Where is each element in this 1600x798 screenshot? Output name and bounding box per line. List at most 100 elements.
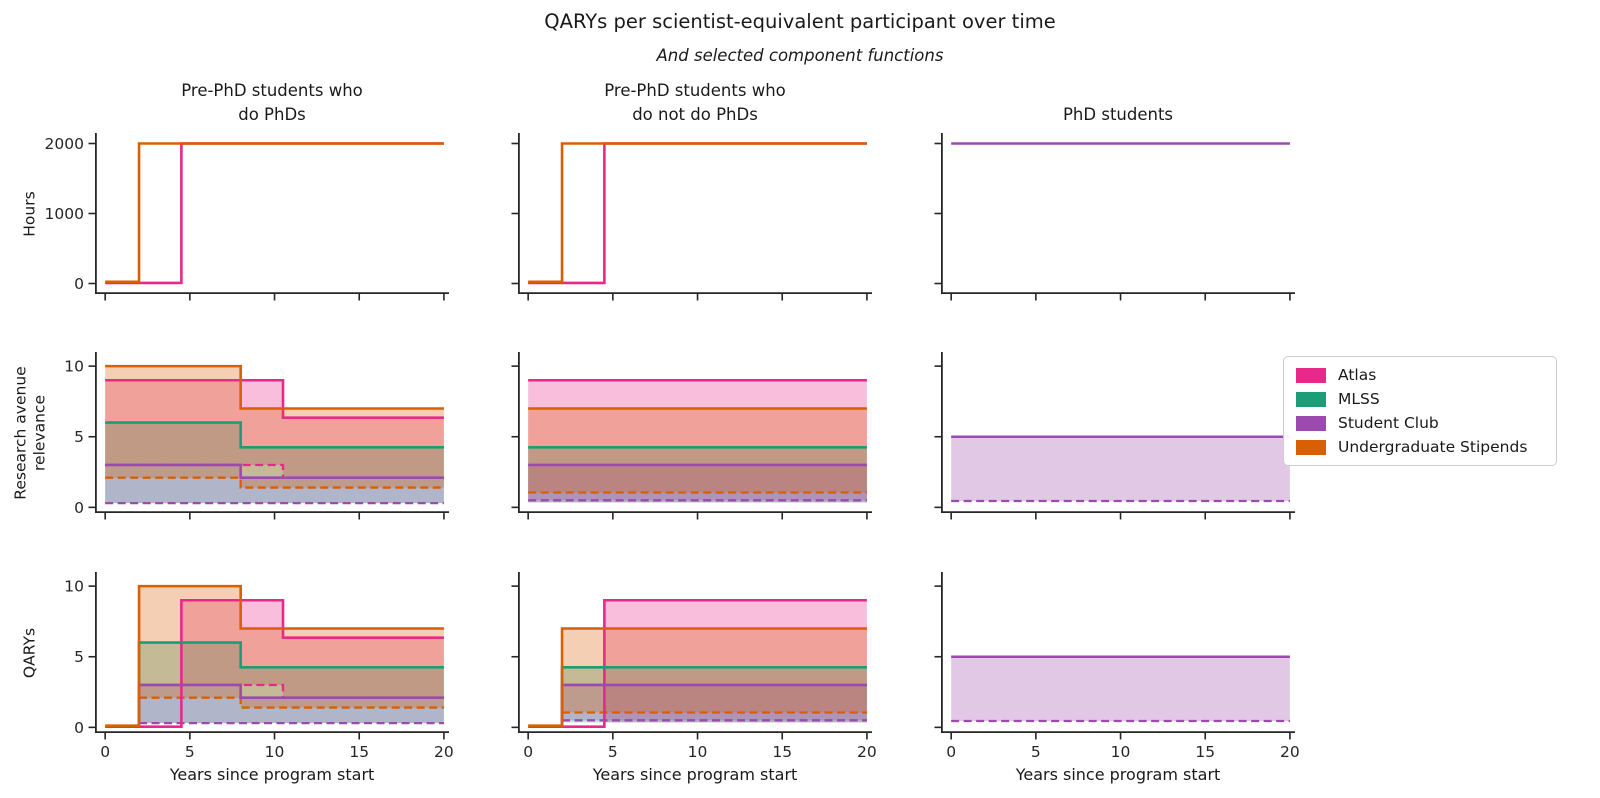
y-tick-label: 10 <box>64 358 84 376</box>
area-fill-club <box>951 656 1290 721</box>
area-fill-atlas <box>604 600 867 723</box>
solid-line-atlas <box>105 142 444 285</box>
legend-label-stipends: Undergraduate Stipends <box>1338 438 1528 456</box>
column-title-line: do not do PhDs <box>632 104 758 124</box>
area-fill-club <box>951 436 1290 501</box>
solid-line-mlss <box>105 421 444 449</box>
area-fill-mlss <box>562 667 867 723</box>
y-axis-label-line: Hours <box>20 190 39 237</box>
x-tick-label: 15 <box>349 743 369 761</box>
legend-box: Atlas MLSS Student Club Undergraduate St… <box>1283 356 1557 466</box>
x-tick-label: 15 <box>1195 743 1215 761</box>
subplot-canvas: 0 1000 2000 <box>45 133 449 301</box>
x-tick-label: 10 <box>688 743 708 761</box>
solid-line-stipends <box>105 142 444 284</box>
subplot-r1-c2 <box>934 352 1295 520</box>
y-tick-label: 0 <box>74 719 84 737</box>
x-tick-label: 10 <box>265 743 285 761</box>
area-fill-stipends <box>528 408 867 493</box>
subplot-r2-c1: 0 5 10 15 20 <box>511 572 877 761</box>
area-fill-atlas <box>181 600 444 698</box>
x-tick-label: 5 <box>1031 743 1041 761</box>
y-axis-label-row-2: QARYs <box>8 572 52 733</box>
figure-title: QARYs per scientist-equivalent participa… <box>544 10 1056 33</box>
x-tick-label: 20 <box>434 743 454 761</box>
x-tick-label: 15 <box>772 743 792 761</box>
legend-swatch-mlss <box>1296 391 1326 407</box>
area-fill-stipends <box>105 366 444 488</box>
y-tick-label: 5 <box>74 428 84 446</box>
y-axis-label-row-1: Research avenue relevance <box>8 352 52 513</box>
y-tick-label: 1000 <box>45 205 84 223</box>
subplot-r1-c0: 0 5 10 <box>64 352 449 520</box>
legend-swatch-stipends <box>1296 439 1326 455</box>
y-tick-label: 2000 <box>45 135 84 153</box>
legend-item-atlas: Atlas <box>1296 366 1544 384</box>
x-axis-label-col-2: Years since program start <box>1015 765 1221 784</box>
x-tick-label: 0 <box>946 743 956 761</box>
x-tick-label: 5 <box>185 743 195 761</box>
y-tick-label: 5 <box>74 648 84 666</box>
area-fill-atlas <box>528 380 867 503</box>
legend-item-stipends: Undergraduate Stipends <box>1296 438 1544 456</box>
area-fill-stipends <box>562 628 867 713</box>
column-title-line: do PhDs <box>238 104 306 124</box>
solid-line-stipends <box>105 584 444 727</box>
legend-item-mlss: MLSS <box>1296 390 1544 408</box>
dashed-line-stipends <box>139 696 444 709</box>
dashed-line-stipends <box>105 476 444 489</box>
subplot-canvas: 0 5 10 15 20 0 5 10 <box>64 572 454 761</box>
solid-line-club <box>105 463 444 479</box>
solid-line-atlas <box>528 598 867 728</box>
legend-label-atlas: Atlas <box>1338 366 1377 384</box>
subplot-canvas <box>511 133 872 301</box>
solid-line-stipends <box>105 364 444 410</box>
x-tick-label: 0 <box>100 743 110 761</box>
subplot-r2-c0: 0 5 10 15 20 0 5 10 <box>64 572 454 761</box>
solid-line-stipends <box>528 627 867 727</box>
subplot-canvas: 0 5 10 15 20 <box>934 572 1300 761</box>
legend-item-club: Student Club <box>1296 414 1544 432</box>
y-axis-label-line: relevance <box>30 394 48 471</box>
subplot-r2-c2: 0 5 10 15 20 <box>934 572 1300 761</box>
y-tick-label: 10 <box>64 578 84 596</box>
column-title-line: PhD students <box>1062 104 1174 124</box>
column-title-line: Pre-PhD students who <box>181 81 363 101</box>
subplot-canvas: 0 5 10 <box>64 352 449 520</box>
subplot-canvas: 0 5 10 15 20 <box>511 572 877 761</box>
subplot-r0-c0: 0 1000 2000 <box>45 133 449 301</box>
y-axis-label-line: QARYs <box>20 627 39 678</box>
x-axis-label-col-0: Years since program start <box>169 765 375 784</box>
subplot-canvas <box>934 133 1295 301</box>
area-fill-mlss <box>139 642 444 724</box>
subplot-canvas <box>511 352 872 520</box>
area-fill-club <box>105 464 444 504</box>
y-tick-label: 0 <box>74 275 84 293</box>
legend-swatch-club <box>1296 415 1326 431</box>
solid-line-stipends <box>528 142 867 284</box>
area-fill-club <box>139 684 444 724</box>
legend-label-club: Student Club <box>1338 414 1439 432</box>
x-tick-label: 20 <box>1280 743 1300 761</box>
column-title-2: PhD students <box>941 76 1295 126</box>
subplot-r0-c2 <box>934 133 1295 301</box>
x-tick-label: 10 <box>1111 743 1131 761</box>
column-title-0: Pre-PhD students who do PhDs <box>95 76 449 126</box>
area-fill-mlss <box>105 422 444 504</box>
y-axis-label-line: Research avenue <box>10 365 29 500</box>
subplot-canvas <box>934 352 1295 520</box>
y-tick-label: 0 <box>74 499 84 517</box>
legend-swatch-atlas <box>1296 367 1326 383</box>
x-tick-label: 0 <box>523 743 533 761</box>
subplot-r1-c1 <box>511 352 872 520</box>
subplot-r0-c1 <box>511 133 872 301</box>
column-title-1: Pre-PhD students who do not do PhDs <box>518 76 872 126</box>
column-title-line: Pre-PhD students who <box>604 81 786 101</box>
area-fill-stipends <box>139 586 444 708</box>
solid-line-atlas <box>528 142 867 285</box>
solid-line-atlas <box>105 378 444 419</box>
x-axis-label-col-1: Years since program start <box>592 765 798 784</box>
area-fill-atlas <box>105 380 444 478</box>
figure-subtitle: And selected component functions <box>656 46 944 65</box>
